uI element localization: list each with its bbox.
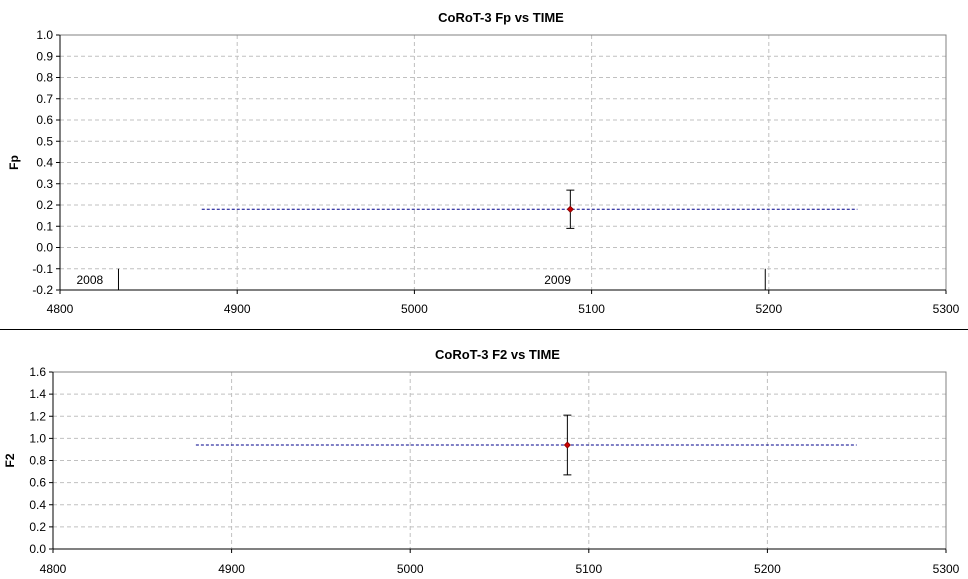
x-tick-label: 4900 [218,562,245,576]
y-tick-label: -0.2 [32,283,53,297]
y-tick-label: 0.6 [36,113,53,127]
y-tick-label: 0.7 [36,92,53,106]
year-marker-label: 2008 [76,273,103,287]
x-tick-label: 5300 [933,302,960,316]
f2-chart: CoRoT-3 F2 vs TIME F2 0.0 0.2 0.4 0.6 0.8 1.0 1.… [3,347,960,576]
y-tick-label: 1.6 [29,365,46,379]
x-tick-label: 5200 [754,562,781,576]
y-tick-label: 1.0 [29,431,46,445]
y-tick-label: 0.3 [36,177,53,191]
chart-panel-fp: CoRoT-3 Fp vs TIME Fp -0.2 -0.1 0.0 0.1 0.2 0.3… [7,10,960,316]
panel-separator [0,329,968,330]
x-tick-label: 5100 [575,562,602,576]
y-tick-label: 0.9 [36,49,53,63]
y-tick-label: 0.5 [36,134,53,148]
y-tick-label: 0.0 [36,241,53,255]
x-tick-label: 5100 [578,302,605,316]
y-tick-label: -0.1 [32,262,53,276]
y-tick-label: 0.4 [29,498,46,512]
y-tick-label: 0.8 [29,454,46,468]
y-tick-label: 1.2 [29,409,46,423]
y-tick-label: 0.1 [36,219,53,233]
chart-title: CoRoT-3 Fp vs TIME [438,10,564,25]
y-tick-label: 0.8 [36,71,53,85]
x-tick-label: 4800 [40,562,67,576]
chart-title: CoRoT-3 F2 vs TIME [435,347,560,362]
fp-chart: CoRoT-3 Fp vs TIME Fp -0.2 -0.1 0.0 0.1 0.2 0.3… [7,10,960,316]
year-marker-label: 2009 [544,273,571,287]
x-tick-label: 4800 [47,302,74,316]
data-point [563,441,571,449]
y-tick-label: 0.2 [36,198,53,212]
y-tick-label: 1.4 [29,387,46,401]
x-tick-label: 5300 [933,562,960,576]
x-tick-label: 5000 [401,302,428,316]
x-tick-label: 4900 [224,302,251,316]
y-tick-label: 0.0 [29,542,46,556]
y-tick-label: 1.0 [36,28,53,42]
y-axis-label: F2 [3,453,17,467]
y-tick-label: 0.6 [29,476,46,490]
data-point [566,205,574,213]
x-tick-label: 5200 [755,302,782,316]
x-tick-label: 5000 [397,562,424,576]
y-tick-label: 0.4 [36,156,53,170]
y-axis-label: Fp [7,155,21,170]
y-tick-label: 0.2 [29,520,46,534]
chart-panel-f2: CoRoT-3 F2 vs TIME F2 0.0 0.2 0.4 0.6 0.8 1.0 1.… [0,331,968,579]
